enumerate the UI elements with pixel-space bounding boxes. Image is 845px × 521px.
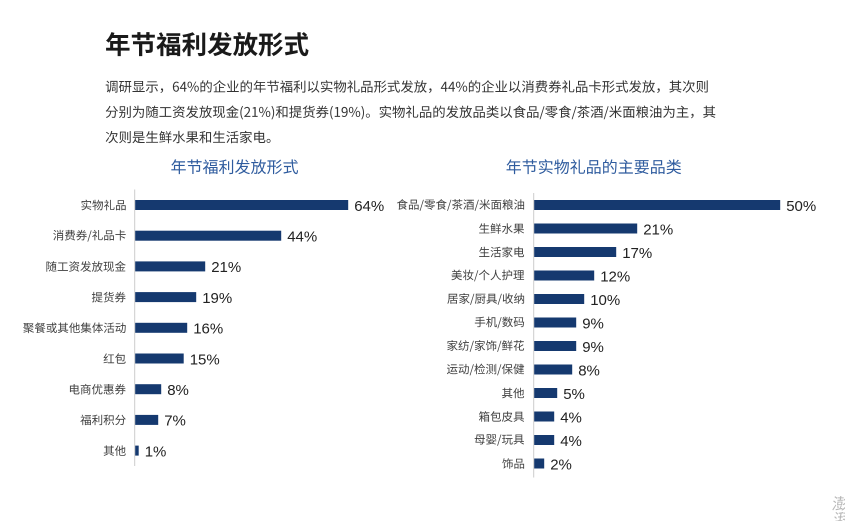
svg-text:10%: 10% [590, 292, 620, 309]
svg-text:15%: 15% [190, 351, 220, 368]
svg-text:7%: 7% [164, 413, 186, 430]
svg-text:4%: 4% [560, 409, 582, 426]
svg-text:21%: 21% [211, 259, 241, 276]
svg-text:21%: 21% [643, 221, 673, 238]
svg-text:17%: 17% [622, 245, 652, 262]
svg-text:5%: 5% [563, 386, 585, 403]
svg-text:8%: 8% [578, 362, 600, 379]
svg-text:44%: 44% [287, 229, 317, 246]
svg-text:2%: 2% [550, 456, 572, 473]
svg-text:50%: 50% [786, 198, 816, 215]
svg-text:8%: 8% [167, 382, 189, 399]
svg-text:12%: 12% [600, 268, 630, 285]
svg-text:9%: 9% [582, 315, 604, 332]
svg-text:1%: 1% [145, 443, 167, 460]
svg-text:64%: 64% [354, 198, 384, 215]
svg-text:16%: 16% [193, 321, 223, 338]
svg-text:19%: 19% [202, 290, 232, 307]
svg-text:4%: 4% [560, 433, 582, 450]
svg-text:9%: 9% [582, 339, 604, 356]
